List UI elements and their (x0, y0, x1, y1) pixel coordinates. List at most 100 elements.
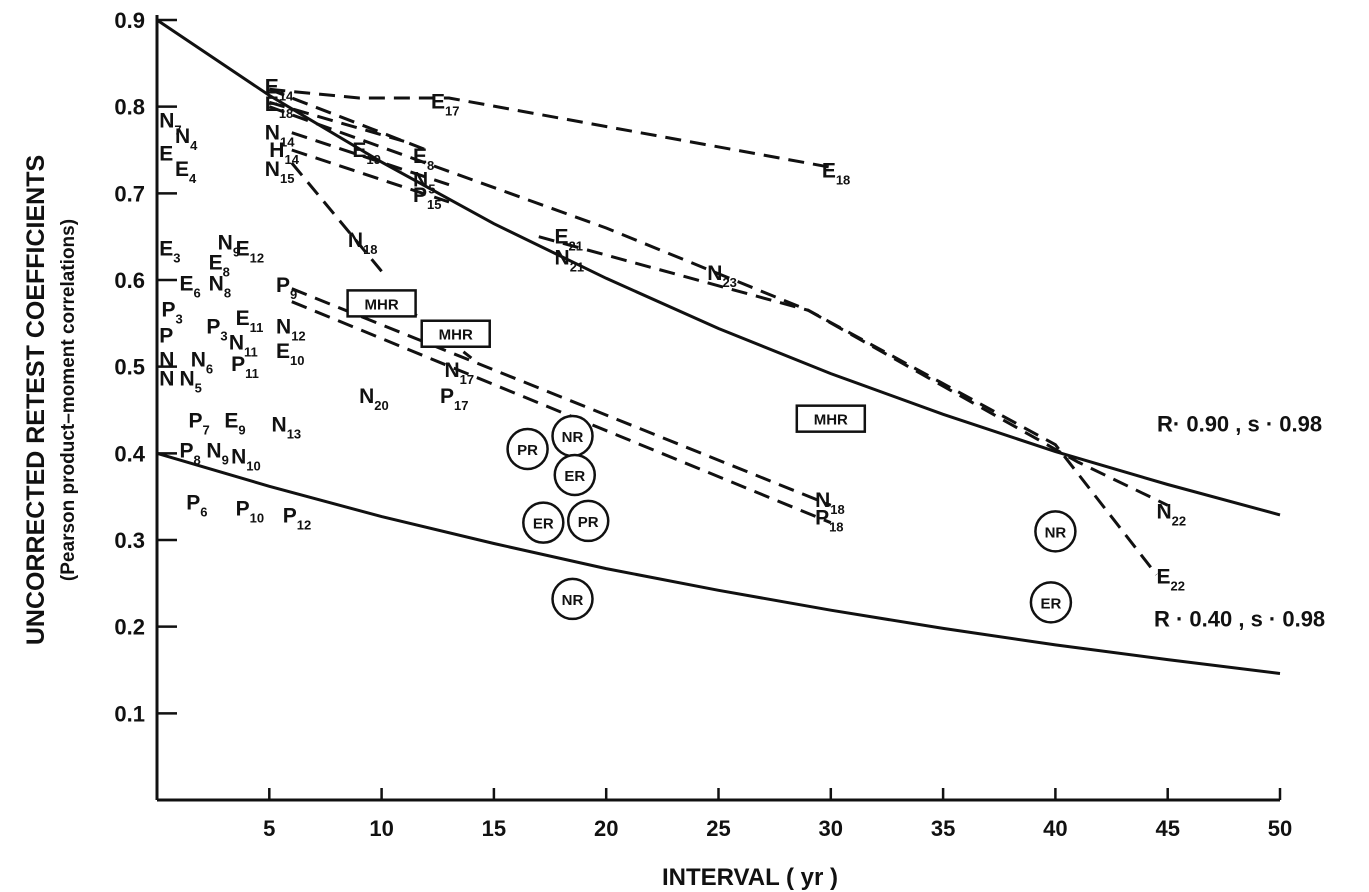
point-label: P8 (179, 440, 200, 468)
model-curve-annotation: R · 0.40 , s · 0.98 (1154, 607, 1325, 632)
point-label: E22 (1156, 565, 1184, 593)
point-label: N12 (276, 316, 306, 344)
point-label: E9 (224, 409, 245, 437)
y-tick-label: 0.8 (114, 95, 145, 120)
point-label: N18 (815, 489, 845, 517)
circled-marker-label: NR (562, 592, 584, 609)
point-label: N4 (175, 125, 198, 153)
point-label: N17 (444, 359, 474, 387)
point-label: P3 (206, 316, 227, 344)
y-tick-label: 0.1 (114, 701, 145, 726)
point-label: N7 (159, 109, 181, 137)
circled-marker-label: PR (578, 514, 599, 531)
point-label: N5 (413, 168, 435, 196)
circled-marker (551, 577, 594, 621)
point-label: P7 (188, 409, 209, 437)
circled-marker (522, 501, 565, 544)
x-tick-label: 15 (482, 816, 506, 841)
circled-marker-label: NR (562, 429, 584, 446)
circled-marker-label: ER (564, 468, 585, 485)
boxed-marker-label: MHR (439, 327, 473, 344)
point-label: N18 (348, 229, 378, 257)
point-label: P15 (413, 184, 441, 212)
point-label: E3 (159, 238, 180, 266)
point-label: N14 (265, 122, 295, 150)
circled-marker-label: PR (517, 442, 538, 459)
point-label: N6 (191, 349, 213, 377)
point-label: E12 (236, 238, 264, 266)
model-curve-line (156, 18, 1281, 517)
point-label: N23 (707, 262, 737, 290)
y-tick-label: 0.2 (114, 615, 145, 640)
point-label: H14 (269, 139, 299, 167)
y-tick-label: 0.4 (114, 441, 145, 466)
x-tick-label: 45 (1155, 816, 1179, 841)
boxed-marker (795, 404, 867, 433)
point-label: N15 (265, 158, 295, 186)
point-label: E18 (265, 93, 293, 121)
dashed-trend-line (291, 131, 450, 187)
point-label: N (159, 368, 174, 391)
point-label: N13 (272, 414, 302, 442)
circled-marker (1029, 581, 1073, 624)
model-curve-annotation: R· 0.90 , s · 0.98 (1157, 412, 1322, 437)
point-label: N9 (206, 440, 228, 468)
dashed-trend-line (291, 300, 832, 525)
point-label: N8 (209, 272, 231, 300)
point-label: E14 (265, 76, 294, 104)
x-tick-label: 35 (931, 816, 955, 841)
point-label: E19 (352, 139, 380, 167)
x-tick-label: 5 (263, 816, 275, 841)
point-label: P11 (231, 353, 259, 381)
point-label: E (159, 142, 173, 165)
point-label: P18 (815, 506, 843, 534)
point-label: E8 (413, 145, 434, 173)
dashed-trend-line (291, 287, 832, 507)
y-axis-title: UNCORRECTED RETEST COEFFICIENTS (Pearson… (22, 155, 79, 645)
x-tick-label: 20 (594, 816, 618, 841)
point-label: E18 (822, 160, 850, 188)
point-label: E21 (555, 226, 583, 254)
point-label: P6 (186, 492, 207, 520)
x-tick-label: 10 (369, 816, 393, 841)
point-label: P10 (236, 498, 264, 526)
point-label: N9 (218, 232, 240, 260)
x-tick-label: 25 (706, 816, 730, 841)
circled-marker (506, 427, 549, 471)
point-label: N11 (229, 331, 258, 359)
boxed-marker (346, 289, 417, 318)
circled-marker-label: ER (1040, 595, 1061, 612)
y-tick-label: 0.9 (114, 8, 145, 33)
point-label: E11 (236, 307, 264, 335)
point-label: E4 (175, 158, 197, 186)
dashed-trend-line (269, 87, 832, 169)
x-tick-label: 30 (819, 816, 843, 841)
point-label: P (159, 324, 173, 347)
point-label: E10 (276, 340, 304, 368)
point-label: N10 (231, 446, 261, 474)
point-label: E8 (209, 252, 230, 280)
point-label: N22 (1156, 500, 1186, 528)
x-tick-label: 50 (1268, 816, 1292, 841)
y-tick-label: 0.5 (114, 355, 145, 380)
y-tick-label: 0.6 (114, 268, 145, 293)
model-curve-line (156, 451, 1281, 675)
circled-marker (566, 499, 610, 543)
dashed-trend-line (538, 235, 1158, 576)
plot-area: R· 0.90 , s · 0.98 R · 0.40 , s · 0.98 E14… (156, 18, 1325, 675)
x-axis-title: INTERVAL ( yr ) (662, 864, 838, 891)
circled-marker-label: ER (533, 516, 554, 533)
point-label: E17 (431, 90, 459, 118)
point-label: P3 (161, 298, 182, 326)
point-label: P12 (283, 505, 311, 533)
point-label: N5 (179, 368, 201, 396)
point-label: P17 (440, 385, 468, 413)
point-label: E6 (179, 272, 200, 300)
circled-marker (553, 453, 597, 497)
point-label: P9 (276, 274, 297, 302)
boxed-marker-label: MHR (365, 296, 399, 313)
y-axis-title-line2: (Pearson product–moment correlations) (58, 219, 79, 581)
boxed-marker-label: MHR (814, 412, 848, 429)
x-tick-label: 40 (1043, 816, 1067, 841)
